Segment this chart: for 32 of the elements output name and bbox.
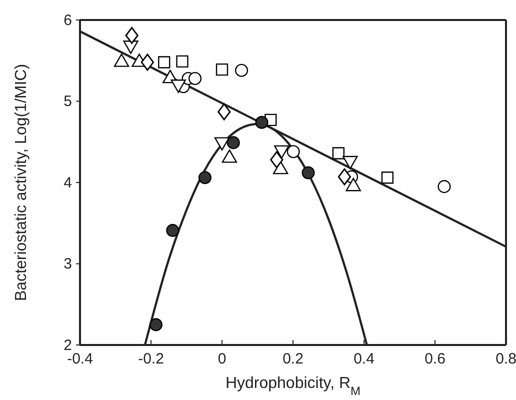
x-axis-title: Hydrophobicity, R$_{M}$ bbox=[225, 375, 361, 398]
point bbox=[302, 166, 315, 180]
point bbox=[226, 136, 240, 150]
x-tick-label: -0.2 bbox=[138, 350, 164, 368]
y-tick-label: 3 bbox=[64, 256, 72, 273]
point bbox=[158, 56, 170, 68]
x-tick-label: 0.4 bbox=[354, 350, 374, 368]
point bbox=[438, 180, 451, 194]
point bbox=[149, 318, 162, 332]
y-tick-label: 4 bbox=[64, 174, 72, 192]
point bbox=[286, 145, 300, 158]
point bbox=[270, 151, 284, 168]
point bbox=[216, 63, 228, 76]
point bbox=[235, 64, 248, 77]
x-tick-label: 0.6 bbox=[424, 350, 446, 368]
point bbox=[338, 168, 352, 186]
point bbox=[140, 54, 154, 71]
y-tick-label: 5 bbox=[64, 93, 72, 110]
y-tick-label: 6 bbox=[64, 12, 72, 29]
y-axis-title: Bacteriostatic activity, Log(1/MIC) bbox=[13, 64, 30, 302]
point bbox=[188, 72, 202, 86]
point bbox=[381, 172, 394, 184]
x-tick-label: 0.8 bbox=[496, 350, 516, 368]
point bbox=[255, 116, 268, 129]
point bbox=[125, 26, 138, 44]
point bbox=[198, 171, 212, 184]
point bbox=[332, 147, 345, 160]
x-tick-label: 0.2 bbox=[282, 350, 304, 368]
point bbox=[176, 55, 188, 68]
point bbox=[218, 103, 231, 120]
x-tick-label: 0 bbox=[218, 350, 226, 368]
point bbox=[166, 224, 180, 237]
